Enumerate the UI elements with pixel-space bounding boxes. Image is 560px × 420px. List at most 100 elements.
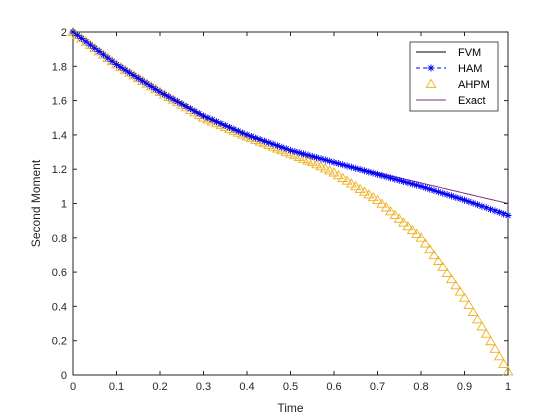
y-tick-label: 0.6 <box>52 267 67 279</box>
legend-label-exact: Exact <box>458 95 486 107</box>
data-point-ham <box>126 69 134 77</box>
data-point-ham <box>343 162 351 170</box>
data-point-ahpm <box>371 194 384 204</box>
data-point-ham <box>378 172 386 180</box>
data-point-ahpm <box>402 221 414 231</box>
data-point-ahpm <box>393 213 405 223</box>
data-point-ahpm <box>406 224 418 235</box>
y-tick-label: 1.2 <box>52 164 67 176</box>
data-point-ham <box>278 143 286 151</box>
data-point-ahpm <box>458 292 471 302</box>
data-point-ham <box>426 185 434 193</box>
data-point-ahpm <box>432 255 444 265</box>
data-point-ham <box>321 156 329 164</box>
data-point-ahpm <box>493 351 505 361</box>
legend-item-ahpm: AHPM <box>425 78 490 91</box>
x-tick-label: 0.7 <box>370 381 385 393</box>
y-tick-label: 0.8 <box>52 233 67 245</box>
data-point-ham <box>160 90 168 98</box>
data-point-ahpm <box>480 328 492 338</box>
data-point-ham <box>213 118 221 126</box>
data-point-ham <box>91 44 99 52</box>
data-point-ahpm <box>363 189 375 199</box>
x-tick-label: 0.5 <box>283 381 298 393</box>
series-ham <box>69 28 512 220</box>
data-point-ham <box>347 163 355 171</box>
data-point-ham <box>452 193 460 201</box>
data-point-ham <box>208 116 216 124</box>
data-point-ham <box>326 157 334 165</box>
data-point-ham <box>465 198 473 206</box>
data-point-ahpm <box>389 209 401 219</box>
y-tick-label: 1.4 <box>52 130 67 142</box>
data-point-ham <box>382 173 390 181</box>
data-point-ham <box>252 134 260 142</box>
data-point-ham <box>173 98 181 106</box>
y-tick-label: 1.6 <box>52 96 67 108</box>
data-point-ham <box>352 164 360 172</box>
data-point-ham <box>334 160 342 168</box>
data-point-ham <box>395 176 403 184</box>
data-point-ahpm <box>311 159 323 169</box>
data-point-ham <box>304 151 312 159</box>
data-point-ahpm <box>341 175 353 185</box>
data-point-ahpm <box>489 343 501 353</box>
data-point-ahpm <box>337 172 349 182</box>
data-point-ahpm <box>472 314 484 324</box>
data-point-ahpm <box>437 261 449 271</box>
data-point-ham <box>73 31 81 39</box>
data-point-ham <box>287 146 294 154</box>
data-point-ahpm <box>428 249 440 260</box>
legend-item-fvm: FVM <box>416 47 481 59</box>
data-point-ahpm <box>398 217 410 227</box>
data-point-ham <box>147 83 155 91</box>
data-point-ham <box>265 139 273 147</box>
data-point-ham <box>447 192 455 200</box>
data-point-ahpm <box>463 299 475 309</box>
data-point-ham <box>295 149 303 157</box>
data-point-ahpm <box>298 153 310 163</box>
data-point-ham <box>156 88 164 96</box>
y-tick-label: 0.4 <box>52 301 67 313</box>
x-tick-label: 0.3 <box>196 381 211 393</box>
legend-label-fvm: FVM <box>458 47 481 59</box>
x-tick-label: 0.8 <box>413 381 428 393</box>
data-point-ham <box>86 41 94 49</box>
data-point-ham <box>273 142 281 150</box>
data-point-ham <box>169 95 177 103</box>
data-point-ahpm <box>332 169 344 180</box>
data-point-ham <box>308 152 316 160</box>
x-tick-label: 0.6 <box>326 381 341 393</box>
data-point-ham <box>200 112 207 120</box>
data-point-ahpm <box>293 151 305 162</box>
data-point-ham <box>374 170 381 178</box>
legend-label-ahpm: AHPM <box>458 79 490 91</box>
data-point-ham <box>234 127 242 135</box>
data-point-ham <box>404 179 412 187</box>
x-axis-label: Time <box>277 401 304 415</box>
y-tick-label: 2 <box>61 27 67 39</box>
data-point-ham <box>239 129 247 137</box>
data-point-ahpm <box>450 280 462 290</box>
y-tick-label: 1.8 <box>52 61 67 73</box>
data-point-ham <box>221 121 229 129</box>
data-point-ham <box>204 114 212 122</box>
y-axis-label: Second Moment <box>29 159 43 247</box>
data-point-ham <box>243 131 251 139</box>
data-point-ham <box>134 74 142 82</box>
data-point-ahpm <box>376 198 388 208</box>
data-point-ham <box>413 181 421 189</box>
data-point-ahpm <box>419 238 431 248</box>
legend-item-exact: Exact <box>416 95 486 107</box>
x-tick-label: 0.1 <box>109 381 124 393</box>
legend: FVM HAM AHPM Exact <box>409 41 499 112</box>
y-tick-label: 0.2 <box>52 336 67 348</box>
data-point-ahpm <box>345 178 357 188</box>
data-point-ham <box>439 189 447 197</box>
y-tick-label: 1 <box>61 199 67 211</box>
data-point-ham <box>217 120 225 128</box>
data-point-ahpm <box>358 186 370 196</box>
data-point-ham <box>121 66 129 74</box>
data-point-ham <box>461 196 468 204</box>
